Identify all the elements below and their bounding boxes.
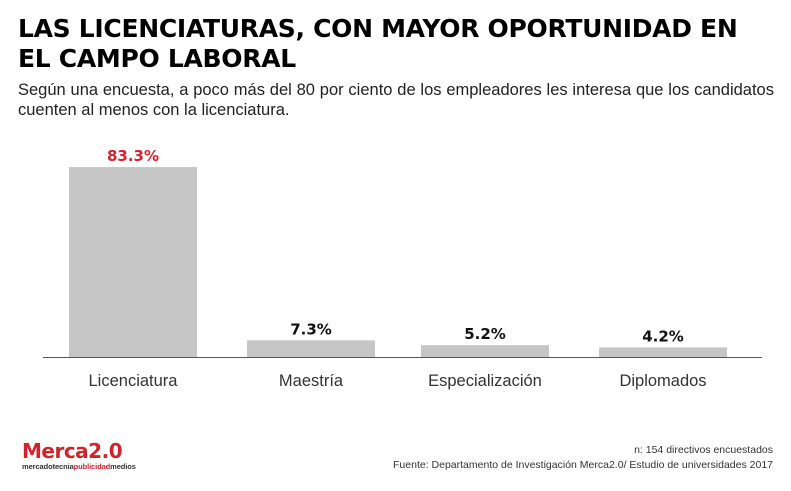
brand-tagline: mercadotecniapublicidadmedios — [22, 462, 136, 471]
brand-tag-part1: mercadotecnia — [22, 462, 74, 471]
source-note: Fuente: Departamento de Investigación Me… — [393, 459, 773, 471]
brand-logo: Merca2.0 mercadotecniapublicidadmedios — [22, 440, 136, 471]
bar-3 — [421, 345, 549, 357]
category-label-3: Especialización — [428, 372, 542, 390]
category-label-2: Maestría — [279, 372, 344, 390]
bar-1 — [69, 167, 197, 357]
value-label-4: 4.2% — [642, 327, 684, 345]
value-label-2: 7.3% — [290, 320, 332, 338]
bar-2 — [247, 340, 375, 357]
footnotes: n: 154 directivos encuestados Fuente: De… — [393, 443, 773, 473]
category-label-1: Licenciatura — [89, 372, 179, 390]
value-label-3: 5.2% — [464, 325, 506, 343]
value-label-1: 83.3% — [107, 147, 159, 165]
brand-tag-part3: medios — [110, 462, 136, 471]
category-label-4: Diplomados — [619, 372, 706, 390]
chart-subtitle: Según una encuesta, a poco más del 80 po… — [18, 81, 774, 119]
sample-note: n: 154 directivos encuestados — [634, 444, 773, 456]
bar-4 — [599, 347, 727, 357]
chart-title: LAS LICENCIATURAS, CON MAYOR OPORTUNIDAD… — [18, 14, 738, 73]
brand-tag-part2: publicidad — [73, 462, 111, 471]
brand-name: Merca2.0 — [22, 439, 123, 463]
bar-chart: 83.3% Licenciatura 7.3% Maestría 5.2% Especia… — [43, 147, 762, 390]
